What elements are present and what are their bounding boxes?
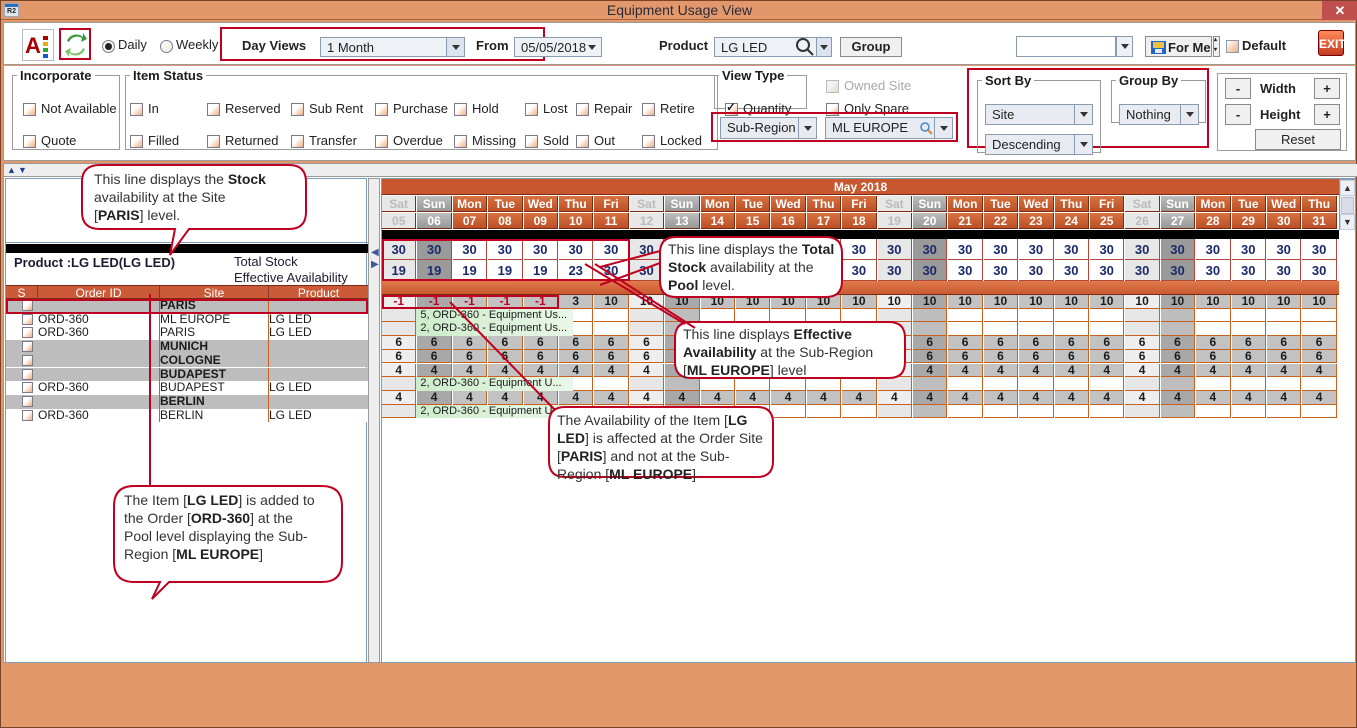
svg-text:A: A: [25, 33, 41, 58]
